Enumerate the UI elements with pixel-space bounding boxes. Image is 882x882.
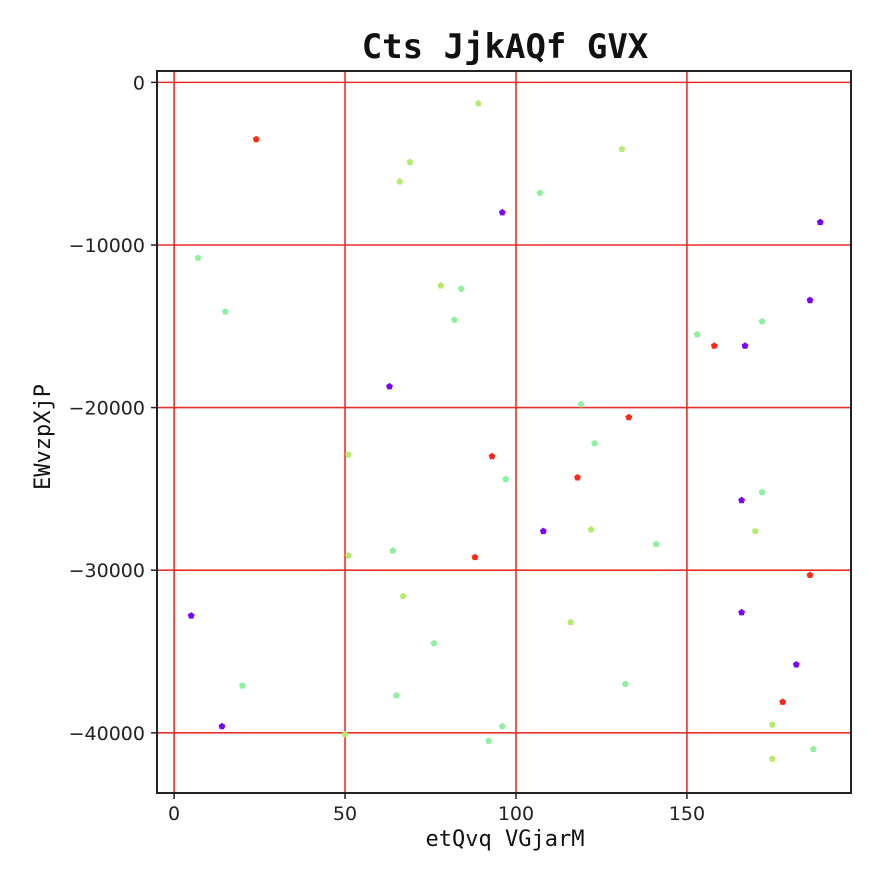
data-point xyxy=(758,488,766,496)
data-point xyxy=(485,737,493,744)
x-tick-label: 100 xyxy=(498,803,534,825)
data-point xyxy=(768,755,776,762)
data-point xyxy=(221,308,229,315)
y-tick-label: −40000 xyxy=(69,723,145,745)
data-point xyxy=(252,135,260,143)
data-point xyxy=(768,721,776,728)
data-points xyxy=(187,99,824,762)
data-point xyxy=(437,282,445,289)
data-point xyxy=(345,551,352,559)
data-point xyxy=(396,177,404,185)
data-point xyxy=(587,525,595,533)
data-point xyxy=(474,99,482,107)
grid xyxy=(157,71,851,793)
data-point xyxy=(652,540,660,548)
data-point xyxy=(498,208,506,216)
data-point xyxy=(738,608,746,616)
x-axis-label: etQvq VGjarM xyxy=(426,827,585,852)
data-point xyxy=(430,639,438,647)
x-tick-label: 50 xyxy=(333,803,357,825)
data-point xyxy=(816,218,824,226)
data-point xyxy=(187,612,195,619)
y-tick-label: 0 xyxy=(133,72,145,94)
data-point xyxy=(194,254,202,261)
y-tick-label: −10000 xyxy=(69,235,145,257)
data-point xyxy=(577,400,585,408)
data-point xyxy=(806,571,814,579)
data-point xyxy=(567,618,575,626)
data-point xyxy=(471,553,479,561)
data-point xyxy=(621,680,629,687)
data-point xyxy=(751,527,759,535)
data-point xyxy=(539,527,547,535)
y-tick-label: −30000 xyxy=(69,560,145,582)
data-point xyxy=(618,145,626,152)
data-point xyxy=(806,296,814,304)
data-point xyxy=(389,547,397,554)
data-point xyxy=(536,189,544,196)
y-axis-label: EWvzpXjP xyxy=(31,384,56,490)
data-point xyxy=(693,330,701,338)
data-point xyxy=(399,592,407,600)
chart-title: Cts JjkAQf GVX xyxy=(362,27,649,67)
data-point xyxy=(792,660,800,668)
axis-ticks: 0 50 100 150 0 −10000 −20000 −30000 −40000 xyxy=(69,72,705,825)
data-point xyxy=(574,473,581,481)
data-point xyxy=(809,745,817,753)
data-point xyxy=(341,730,349,738)
data-point xyxy=(457,285,465,292)
y-tick-label: −20000 xyxy=(69,398,145,420)
data-point xyxy=(218,722,226,730)
data-point xyxy=(591,439,599,447)
data-point xyxy=(406,158,414,165)
data-point xyxy=(738,496,746,504)
data-point xyxy=(451,316,458,323)
data-point xyxy=(345,451,352,458)
data-point xyxy=(758,317,766,325)
data-point xyxy=(386,382,393,390)
data-point xyxy=(239,682,246,689)
data-point xyxy=(779,698,787,705)
data-point xyxy=(488,452,496,460)
data-point xyxy=(625,413,633,421)
data-point xyxy=(498,722,506,730)
data-point xyxy=(710,342,718,349)
plot-area-frame xyxy=(156,70,852,794)
data-point xyxy=(502,475,510,483)
data-point xyxy=(392,691,400,699)
data-point xyxy=(741,342,749,349)
x-tick-label: 150 xyxy=(669,803,705,825)
x-tick-label: 0 xyxy=(168,803,180,825)
